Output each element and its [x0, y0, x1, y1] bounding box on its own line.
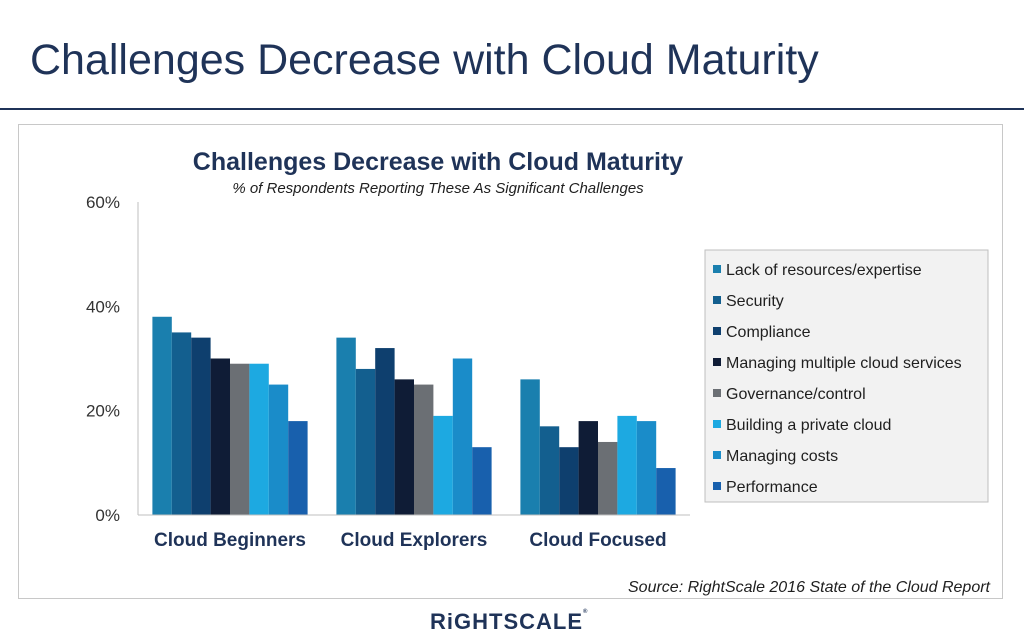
logo-text: RiGHTSCALE	[430, 609, 583, 634]
legend: Lack of resources/expertise Security Compl…	[704, 249, 989, 503]
y-tick-label: 20%	[86, 402, 120, 421]
bar	[210, 358, 230, 515]
y-tick-label: 60%	[86, 193, 120, 212]
x-tick-label: Cloud Beginners	[154, 530, 306, 551]
y-tick-label: 0%	[95, 506, 120, 525]
bar	[375, 348, 395, 515]
bar	[355, 368, 376, 515]
bar	[598, 441, 618, 515]
bar	[268, 384, 289, 515]
legend-swatch	[713, 358, 721, 366]
rightscale-logo: RiGHTSCALE®	[430, 609, 589, 634]
y-tick-label: 40%	[86, 297, 120, 316]
legend-label: Compliance	[726, 324, 811, 341]
x-tick-label: Cloud Focused	[529, 530, 666, 551]
bar	[249, 363, 269, 515]
bar	[171, 332, 192, 515]
bar	[559, 447, 579, 515]
bar	[539, 426, 560, 515]
bar	[656, 468, 676, 515]
slide-title: Challenges Decrease with Cloud Maturity	[30, 36, 819, 84]
legend-label: Lack of resources/expertise	[726, 262, 922, 279]
chart-frame	[18, 124, 1003, 599]
bar	[617, 415, 637, 515]
legend-swatch	[713, 389, 721, 397]
legend-swatch	[713, 451, 721, 459]
legend-swatch	[713, 296, 721, 304]
x-tick-label: Cloud Explorers	[341, 530, 488, 551]
bar	[636, 421, 657, 515]
bars	[152, 316, 676, 515]
chart-subtitle: % of Respondents Reporting These As Sign…	[232, 180, 644, 197]
legend-label: Managing costs	[726, 448, 838, 465]
legend-swatch	[713, 482, 721, 490]
legend-swatch	[713, 327, 721, 335]
bar	[520, 379, 540, 515]
bar	[152, 316, 172, 515]
bar	[578, 421, 598, 515]
legend-swatch	[713, 420, 721, 428]
y-axis: 0% 20% 40% 60%	[86, 193, 139, 525]
bar	[191, 337, 211, 515]
legend-label: Managing multiple cloud services	[726, 355, 962, 372]
bar	[472, 447, 492, 515]
bar	[394, 379, 414, 515]
legend-swatch	[713, 265, 721, 273]
x-axis: Cloud Beginners Cloud Explorers Cloud Focu…	[138, 514, 690, 551]
bar	[452, 358, 473, 515]
chart-title: Challenges Decrease with Cloud Maturity	[193, 148, 683, 176]
legend-label: Performance	[726, 479, 818, 496]
bar	[414, 384, 434, 515]
legend-label: Security	[726, 293, 784, 310]
title-divider	[0, 108, 1024, 110]
legend-label: Governance/control	[726, 386, 866, 403]
bar	[230, 363, 250, 515]
bar	[336, 337, 356, 515]
chart-source: Source: RightScale 2016 State of the Clo…	[628, 579, 991, 596]
bar	[288, 421, 308, 515]
legend-label: Building a private cloud	[726, 417, 891, 434]
bar	[433, 415, 453, 515]
legend-box	[704, 249, 989, 503]
